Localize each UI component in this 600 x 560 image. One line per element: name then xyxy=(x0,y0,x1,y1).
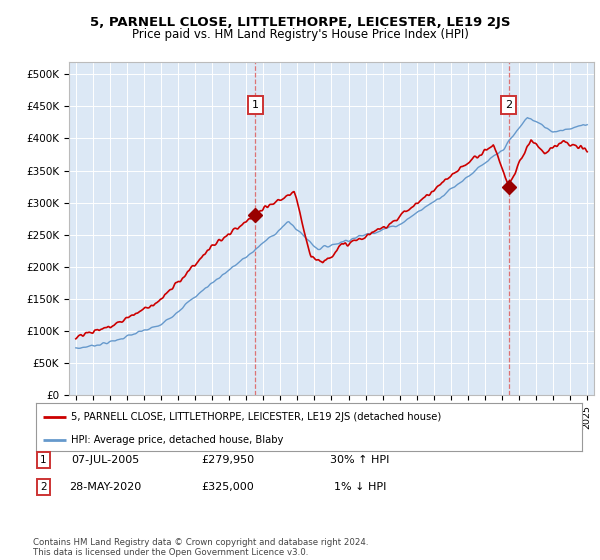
Text: 1: 1 xyxy=(252,100,259,110)
Text: HPI: Average price, detached house, Blaby: HPI: Average price, detached house, Blab… xyxy=(71,435,284,445)
Text: Contains HM Land Registry data © Crown copyright and database right 2024.
This d: Contains HM Land Registry data © Crown c… xyxy=(33,538,368,557)
Text: 5, PARNELL CLOSE, LITTLETHORPE, LEICESTER, LE19 2JS (detached house): 5, PARNELL CLOSE, LITTLETHORPE, LEICESTE… xyxy=(71,412,442,422)
Text: £279,950: £279,950 xyxy=(202,455,254,465)
Text: 07-JUL-2005: 07-JUL-2005 xyxy=(71,455,139,465)
Text: 28-MAY-2020: 28-MAY-2020 xyxy=(69,482,141,492)
Text: 1% ↓ HPI: 1% ↓ HPI xyxy=(334,482,386,492)
Text: 2: 2 xyxy=(40,482,47,492)
Text: 5, PARNELL CLOSE, LITTLETHORPE, LEICESTER, LE19 2JS: 5, PARNELL CLOSE, LITTLETHORPE, LEICESTE… xyxy=(90,16,510,29)
Text: 1: 1 xyxy=(40,455,47,465)
Text: Price paid vs. HM Land Registry's House Price Index (HPI): Price paid vs. HM Land Registry's House … xyxy=(131,28,469,41)
Text: 30% ↑ HPI: 30% ↑ HPI xyxy=(331,455,389,465)
Text: £325,000: £325,000 xyxy=(202,482,254,492)
Text: 2: 2 xyxy=(505,100,512,110)
